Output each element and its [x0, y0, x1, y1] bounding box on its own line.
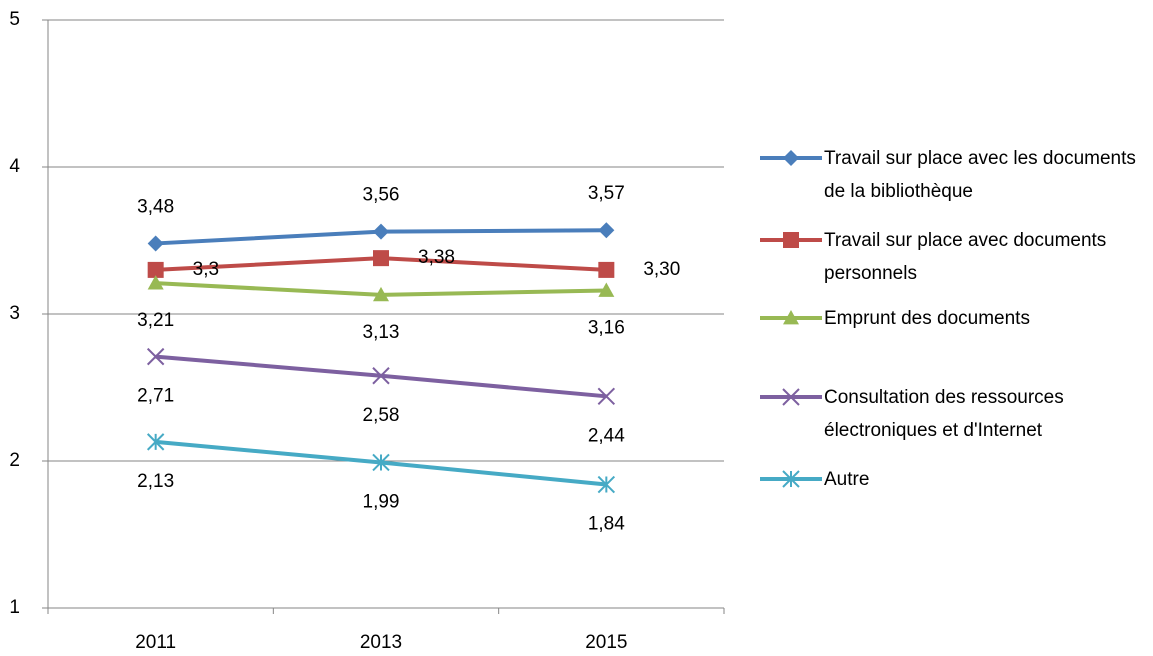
data-label: 3,3: [193, 259, 219, 280]
data-label: 2,44: [588, 425, 625, 446]
y-tick-label: 1: [9, 597, 20, 618]
legend-item: Autre: [760, 469, 870, 490]
legend-label-box: Emprunt des documents: [824, 308, 1030, 329]
marker: [783, 150, 799, 166]
legend-label-box: Autre: [824, 469, 870, 490]
marker: [147, 235, 164, 252]
legend-label: Consultation des ressources électronique…: [824, 387, 1064, 441]
data-label: 3,38: [418, 247, 455, 268]
legend-label: Autre: [824, 469, 870, 490]
marker: [373, 223, 389, 240]
legend-label-box: Travail sur place avec les documents de …: [824, 148, 1136, 202]
legend-label-box: Travail sur place avec documents personn…: [824, 230, 1107, 284]
legend-item: Travail sur place avec documents personn…: [760, 230, 1107, 284]
legend-label: Travail sur place avec les documents de …: [824, 148, 1136, 202]
marker: [598, 222, 615, 239]
marker: [597, 475, 616, 494]
marker: [597, 387, 616, 406]
legend-label: Travail sur place avec documents personn…: [824, 230, 1107, 284]
marker: [373, 286, 389, 302]
marker: [372, 453, 390, 472]
legend-item: Consultation des ressources électronique…: [760, 387, 1064, 441]
marker: [147, 275, 164, 290]
marker: [146, 433, 165, 451]
marker: [372, 367, 390, 385]
y-tick-label: 2: [9, 450, 20, 471]
data-label: 3,13: [363, 322, 400, 343]
y-tick-label: 5: [9, 9, 20, 30]
marker: [598, 282, 615, 297]
data-label: 3,21: [137, 310, 174, 331]
marker: [783, 232, 799, 248]
data-label: 1,84: [588, 514, 625, 535]
legend-label: Emprunt des documents: [824, 308, 1030, 329]
y-tick-label: 4: [9, 156, 20, 177]
data-label: 3,16: [588, 317, 625, 338]
x-tick-label: 2013: [360, 632, 402, 653]
marker: [782, 388, 800, 406]
data-label: 2,71: [137, 386, 174, 407]
marker: [598, 261, 615, 278]
marker: [373, 250, 389, 267]
data-label: 3,48: [137, 196, 174, 217]
marker: [783, 310, 799, 325]
data-label: 1,99: [363, 491, 400, 512]
x-tick-label: 2015: [585, 632, 627, 653]
legend-label-box: Consultation des ressources électronique…: [824, 387, 1064, 441]
marker: [146, 347, 165, 366]
data-label: 2,13: [137, 471, 174, 492]
marker: [147, 261, 164, 278]
data-label: 3,30: [643, 259, 680, 280]
legend-item: Travail sur place avec les documents de …: [760, 148, 1136, 202]
data-label: 3,56: [363, 185, 400, 206]
y-tick-label: 3: [9, 303, 20, 324]
data-label: 3,57: [588, 183, 625, 204]
x-tick-label: 2011: [135, 632, 176, 653]
data-label: 2,58: [363, 405, 400, 426]
legend-item: Emprunt des documents: [760, 308, 1030, 329]
marker: [782, 470, 800, 488]
